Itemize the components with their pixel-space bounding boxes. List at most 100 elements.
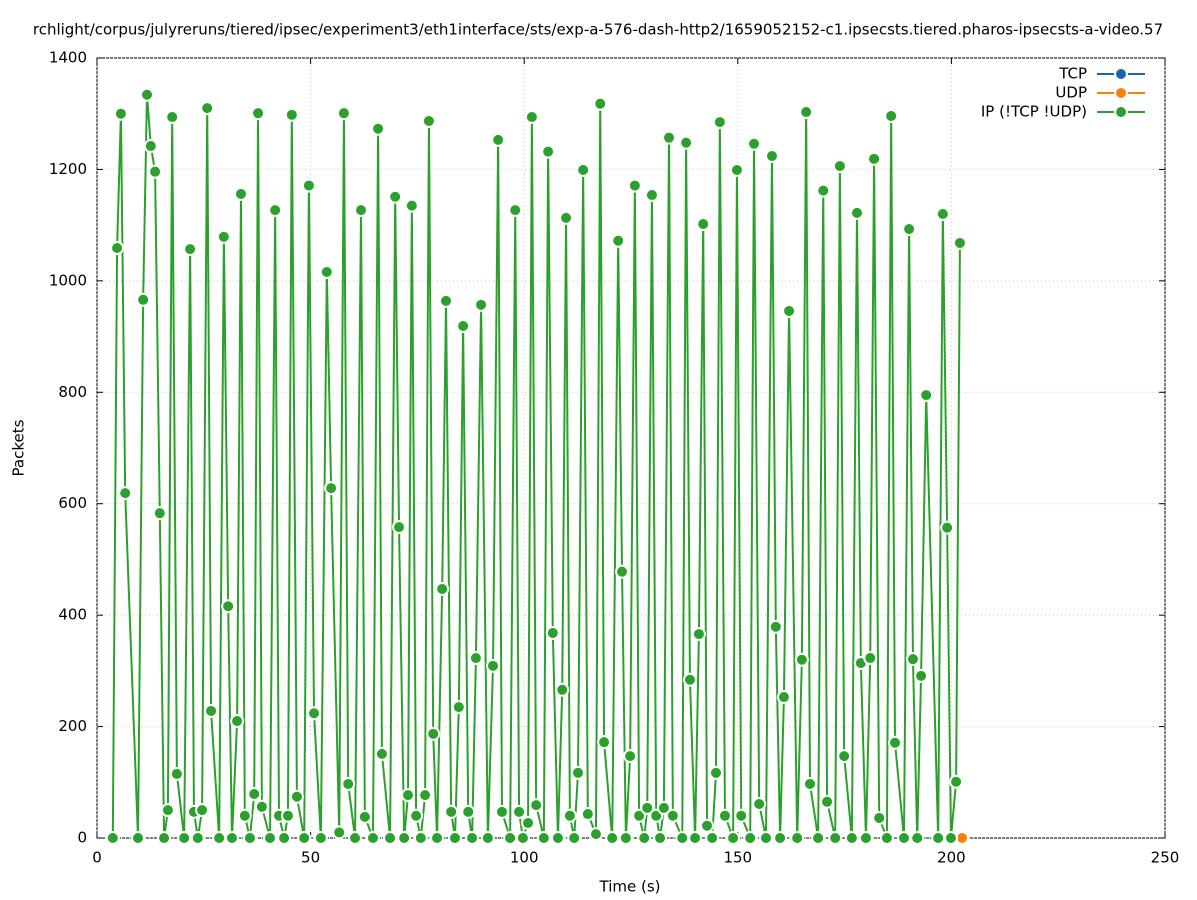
data-point [439,293,454,308]
data-point [136,292,151,307]
data-point [324,481,339,496]
data-point [237,808,252,823]
data-point [656,800,671,815]
data-point [251,106,266,121]
data-point [820,794,835,809]
y-tick-label: 800 [58,383,87,401]
data-point [832,159,847,174]
data-point [131,831,146,845]
data-point [632,808,647,823]
data-point [588,827,603,842]
data-point [717,808,732,823]
data-point [849,205,864,220]
chart-title: rchlight/corpus/julyreruns/tiered/ipsec/… [33,21,1163,39]
y-tick-label: 600 [58,494,87,512]
data-point [696,217,711,232]
data-point [383,831,398,845]
data-point [435,581,450,596]
data-point [952,235,967,250]
data-point [105,831,120,845]
data-point [254,799,269,814]
data-point [679,135,694,150]
data-point [465,831,480,845]
data-point [392,520,407,535]
data-point [743,831,758,845]
data-point [593,96,608,111]
data-point [242,831,257,845]
data-point [113,106,128,121]
data-point [426,726,441,741]
data-point [888,735,903,750]
data-point [726,831,741,845]
data-point [461,804,476,819]
data-point [597,735,612,750]
data-point [336,106,351,121]
data-point [902,222,917,237]
y-tick-label: 400 [58,606,87,624]
data-point [401,788,416,803]
x-tick-label: 100 [510,849,539,867]
data-point [491,132,506,147]
data-point [230,714,245,728]
data-point [747,136,762,151]
data-point [444,804,459,819]
data-point [468,651,483,666]
data-point [277,831,292,845]
data-point [776,690,791,705]
x-tick-label: 200 [937,849,966,867]
x-tick-label: 0 [92,849,102,867]
data-point [332,825,347,840]
data-point [301,178,316,193]
data-point [152,506,167,521]
legend-label: UDP [1055,84,1087,102]
data-point [216,229,231,244]
data-point [919,388,934,403]
data-point [480,831,495,845]
data-point [365,831,380,845]
data-point [157,831,172,845]
data-point [447,831,462,845]
data-point [782,303,797,318]
data-point [515,831,530,845]
data-point [139,87,154,102]
data-point [623,749,638,764]
data-point [816,183,831,198]
data-point [734,808,749,823]
data-point [691,627,706,642]
y-tick-label: 1400 [49,49,87,67]
data-point [879,831,894,845]
data-point [867,151,882,166]
data-point [160,803,175,818]
y-tick-label: 1200 [49,160,87,178]
data-point [110,240,125,255]
data-point [576,162,591,177]
data-point [712,115,727,130]
y-tick-label: 200 [58,717,87,735]
legend-label: TCP [1058,65,1087,83]
data-point [486,658,501,673]
data-point [289,789,304,804]
data-point [896,831,911,845]
legend-marker [1114,105,1128,119]
data-point [709,765,724,780]
data-point [943,831,958,845]
data-point [627,178,642,193]
data-point [374,746,389,761]
x-tick-label: 50 [301,849,320,867]
data-point [618,831,633,845]
data-point [562,808,577,823]
data-point [665,808,680,823]
data-point [910,831,925,845]
x-tick-label: 250 [1151,849,1180,867]
data-point [143,139,158,154]
data-point [474,297,489,312]
data-point [297,831,312,845]
data-point [940,520,955,535]
data-point [844,831,859,845]
data-point [837,749,852,764]
data-point [905,652,920,667]
data-point [580,807,595,822]
data-point [758,831,773,845]
data-point [200,101,215,116]
